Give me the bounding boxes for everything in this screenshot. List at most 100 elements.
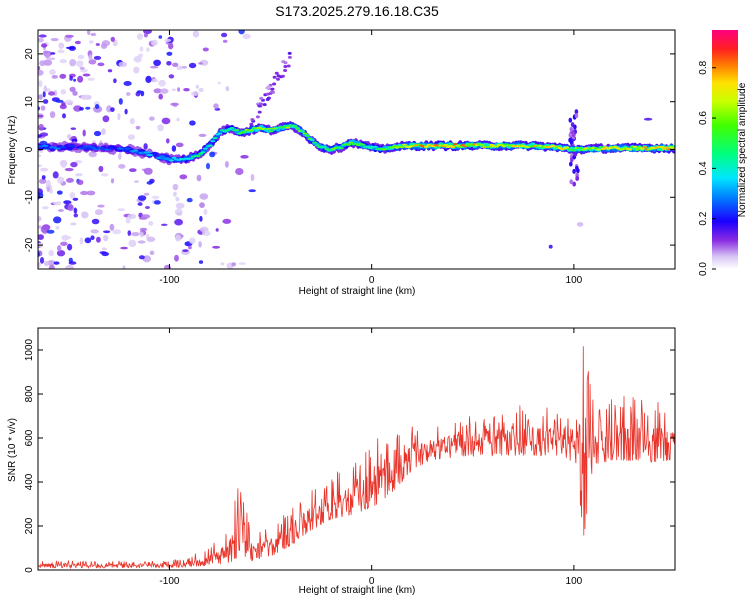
- spectrogram-noise-blob: [75, 173, 83, 177]
- spectrogram-streak-blob: [259, 96, 264, 100]
- spectrogram-noise-blob: [161, 223, 168, 226]
- spectrogram-noise-blob: [63, 200, 72, 205]
- spectrogram-ridge-cell: [241, 130, 247, 133]
- spectrogram-noise-blob: [67, 243, 73, 251]
- spectrogram-ridge-cell: [598, 146, 604, 149]
- spectrogram-noise-blob: [136, 90, 143, 94]
- spectrogram-y-label: Frequency (Hz): [7, 116, 18, 185]
- spectrogram-noise-blob: [51, 75, 58, 79]
- spectrogram-noise-blob: [38, 34, 47, 38]
- spectrogram-noise-blob: [94, 209, 103, 216]
- spectrogram-noise-blob: [59, 59, 67, 64]
- snr-y-tick-label: 400: [24, 473, 35, 490]
- spectrogram-noise-blob: [151, 195, 160, 199]
- spectrogram-noise-blob: [49, 188, 53, 194]
- spectrogram-x-tick-label: 100: [566, 275, 583, 286]
- snr-x-tick-label: -100: [159, 576, 179, 587]
- spectrogram-noise-blob: [50, 52, 56, 55]
- spectrogram-noise-blob: [135, 125, 141, 130]
- spectrogram-ridge-cell: [346, 143, 351, 146]
- spectrogram-noise-blob: [97, 204, 105, 208]
- spectrogram-y-tick-label: 20: [24, 48, 35, 60]
- spectrogram-noise-blob: [158, 35, 163, 39]
- spectrogram-noise-blob: [174, 254, 179, 262]
- spectrogram-ridge-cell: [207, 144, 213, 147]
- spectrogram-noise-blob: [168, 74, 175, 79]
- spectrogram-ridge-cell: [249, 129, 254, 132]
- spectrogram-noise-blob: [53, 216, 62, 224]
- spectrogram-noise-blob: [88, 151, 97, 158]
- spectrogram-noise-blob: [181, 66, 187, 69]
- spectrogram-noise-blob: [101, 128, 106, 136]
- spectrogram-noise-blob: [38, 225, 42, 229]
- spectrogram-ridge-cell: [146, 153, 154, 157]
- spectrogram-noise-blob: [129, 118, 135, 125]
- snr-series-line: [38, 346, 675, 570]
- spectrogram-streak-blob: [287, 51, 292, 55]
- spectrogram-noise-blob: [175, 196, 180, 202]
- spectrogram-noise-blob: [183, 88, 190, 92]
- spectrogram-noise-blob: [198, 260, 204, 264]
- spectrogram-noise-blob: [53, 201, 62, 206]
- spectrogram-noise-blob: [57, 209, 64, 212]
- spectrogram-noise-blob: [76, 60, 84, 68]
- spectrogram-noise-blob: [182, 249, 189, 253]
- spectrogram-streak-blob: [572, 181, 576, 187]
- spectrogram-noise-blob: [38, 80, 43, 88]
- spectrogram-noise-blob: [176, 65, 184, 71]
- spectrogram-ridge-cell: [171, 156, 177, 159]
- spectrogram-noise-blob: [87, 30, 91, 36]
- spectrogram-noise-blob: [643, 117, 653, 121]
- spectrogram-noise-blob: [86, 190, 96, 196]
- snr-x-tick-label: 100: [566, 576, 583, 587]
- spectrogram-noise-blob: [72, 90, 78, 96]
- spectrogram-ridge-cell: [203, 147, 208, 150]
- spectrogram-streak-blob: [283, 65, 288, 68]
- spectrogram-noise-blob: [198, 62, 203, 65]
- spectrogram-ridge-cell: [443, 143, 449, 146]
- spectrogram-noise-blob: [69, 86, 76, 92]
- spectrogram-noise-blob: [74, 40, 81, 45]
- spectrogram-noise-blob: [82, 129, 86, 137]
- spectrogram-noise-blob: [81, 211, 89, 219]
- spectrogram-noise-blob: [90, 33, 97, 36]
- spectrogram-noise-blob: [64, 99, 74, 105]
- spectrogram-noise-blob: [124, 108, 128, 115]
- spectrogram-noise-blob: [166, 61, 172, 66]
- spectrogram-noise-blob: [67, 134, 72, 139]
- spectrogram-noise-blob: [198, 241, 202, 248]
- spectrogram-noise-blob: [188, 245, 192, 250]
- spectrogram-noise-blob: [134, 180, 139, 184]
- spectrogram-noise-blob: [202, 230, 211, 236]
- snr-y-label: SNR (10 * v/v): [7, 418, 18, 482]
- spectrogram-ridge-cell: [385, 147, 390, 150]
- spectrogram-noise-blob: [199, 215, 203, 222]
- spectrogram-noise-blob: [42, 99, 49, 104]
- spectrogram-noise-blob: [175, 234, 182, 242]
- spectrogram-noise-blob: [80, 190, 89, 196]
- spectrogram-noise-blob: [68, 261, 77, 265]
- spectrogram-ridge-cell: [372, 145, 378, 148]
- spectrogram-noise-blob: [224, 161, 229, 168]
- spectrogram-ridge-cell: [593, 147, 599, 150]
- spectrogram-ridge-cell: [402, 143, 407, 146]
- snr-y-tick-label: 200: [24, 517, 35, 534]
- spectrogram-streak-blob: [262, 103, 267, 107]
- snr-y-tick-label: 800: [24, 385, 35, 402]
- spectrogram-ridge-cell: [399, 146, 405, 149]
- spectrogram-streak-blob: [274, 71, 279, 75]
- spectrogram-noise-blob: [186, 197, 193, 203]
- spectrogram-noise-blob: [125, 216, 131, 224]
- spectrogram-noise-blob: [176, 211, 183, 216]
- spectrogram-noise-blob: [38, 66, 41, 71]
- spectrogram-ridge-cell: [423, 145, 429, 148]
- spectrogram-noise-blob: [161, 117, 171, 125]
- spectrogram-noise-blob: [150, 65, 159, 69]
- spectrogram-noise-blob: [101, 247, 107, 251]
- spectrogram-noise-blob: [146, 47, 150, 52]
- spectrogram-noise-blob: [139, 231, 144, 238]
- spectrogram-ridge-cell: [268, 130, 274, 133]
- spectrogram-ridge-cell: [487, 145, 492, 148]
- spectrogram-noise-blob: [109, 223, 115, 231]
